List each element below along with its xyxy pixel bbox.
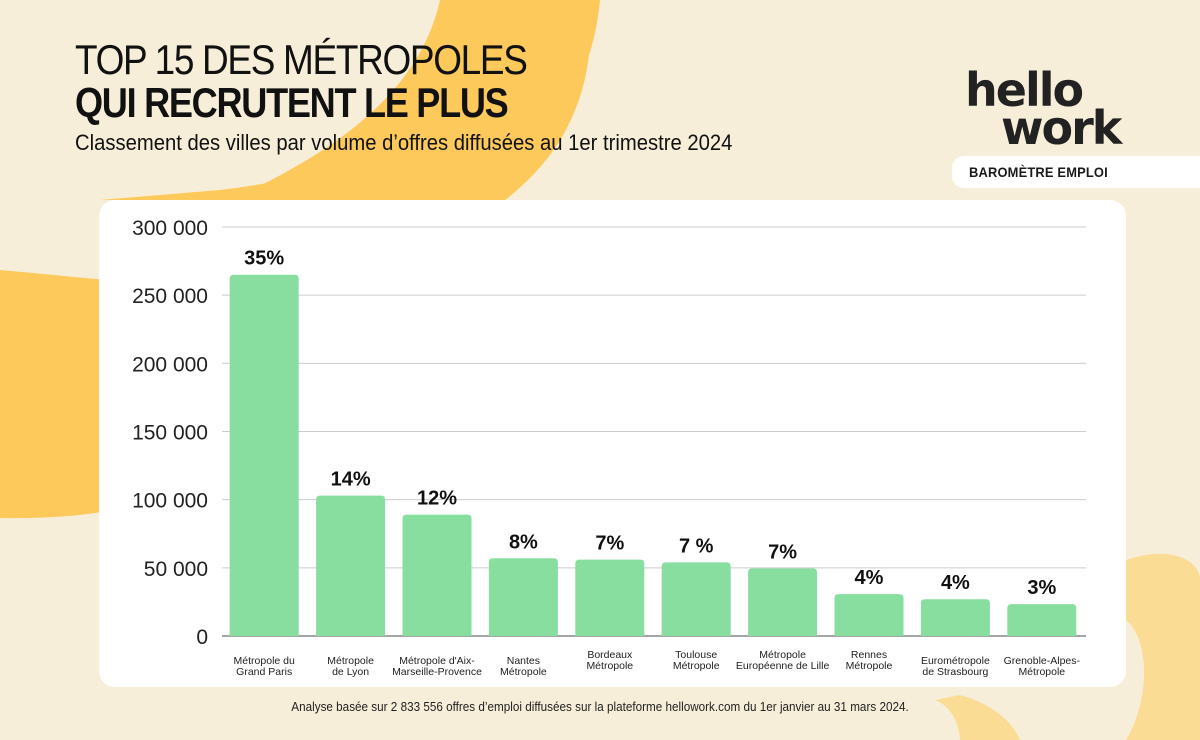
x-category-label: Bordeaux	[587, 649, 633, 661]
light-arc-bottom-right	[1126, 553, 1200, 740]
data-label: 7%	[595, 533, 624, 555]
data-label: 7%	[768, 541, 797, 563]
x-category-label: Métropole	[586, 660, 633, 672]
x-category-label: Métropole	[759, 649, 806, 661]
hellowork-logo: hello work	[965, 63, 1135, 155]
bar	[834, 594, 904, 636]
x-category-label: Marseille-Provence	[392, 666, 482, 678]
logo-line-2: work	[1001, 101, 1122, 155]
light-arc-bottom-right-2	[935, 695, 1020, 740]
x-category-label: Métropole	[1018, 666, 1065, 678]
x-category-label: Métropole	[673, 660, 720, 672]
x-category-label: Métropole	[846, 660, 893, 672]
bar	[316, 495, 386, 636]
data-label: 7 %	[679, 535, 714, 557]
barometre-badge: BAROMÈTRE EMPLOI	[952, 156, 1200, 188]
bar	[229, 274, 299, 636]
x-category-label: Métropole	[500, 666, 547, 678]
data-label: 14%	[331, 469, 371, 491]
x-category-label: Grenoble-Alpes-	[1004, 655, 1081, 667]
badge-label: BAROMÈTRE EMPLOI	[969, 164, 1108, 180]
data-label: 4%	[855, 567, 884, 589]
x-category-label: Rennes	[851, 649, 887, 661]
x-category-label: Métropole du	[234, 655, 295, 667]
x-category-label: Grand Paris	[236, 666, 292, 678]
x-category-label: Métropole	[327, 655, 374, 667]
y-tick-label: 100 000	[132, 490, 208, 513]
bar	[748, 568, 818, 636]
bar	[402, 514, 472, 636]
data-label: 12%	[417, 488, 457, 510]
bar	[661, 562, 731, 636]
y-tick-label: 250 000	[132, 285, 208, 308]
data-label: 3%	[1027, 577, 1056, 599]
bar	[575, 559, 645, 636]
footnote-text: Analyse basée sur 2 833 556 offres d’emp…	[291, 699, 909, 714]
bar	[920, 599, 990, 636]
title-block: TOP 15 DES MÉTROPOLES QUI RECRUTENT LE P…	[75, 38, 588, 124]
x-category-label: Eurométropole	[921, 655, 990, 667]
title-line-1: TOP 15 DES MÉTROPOLES	[75, 36, 528, 83]
data-label: 35%	[244, 248, 284, 270]
y-tick-label: 150 000	[132, 422, 208, 445]
subtitle: Classement des villes par volume d’offre…	[75, 130, 733, 155]
y-tick-label: 200 000	[132, 353, 208, 376]
bar	[488, 558, 558, 636]
x-category-label: Nantes	[507, 655, 540, 667]
x-category-label: Métropole d'Aix-	[399, 655, 475, 667]
footnote: Analyse basée sur 2 833 556 offres d’emp…	[0, 699, 1200, 714]
x-category-label: de Lyon	[332, 666, 369, 678]
yellow-arc-top	[230, 0, 600, 200]
x-category-label: Européenne de Lille	[736, 660, 830, 672]
title-line-2: QUI RECRUTENT LE PLUS	[75, 79, 509, 126]
logo-line-1: hello	[965, 63, 1084, 117]
bar	[1007, 604, 1077, 636]
y-tick-label: 300 000	[132, 217, 208, 240]
x-category-label: de Strasbourg	[922, 666, 988, 678]
y-tick-label: 50 000	[144, 558, 208, 581]
y-tick-label: 0	[196, 626, 208, 649]
x-category-label: Toulouse	[675, 649, 717, 661]
data-label: 8%	[509, 531, 538, 553]
data-label: 4%	[941, 572, 970, 594]
